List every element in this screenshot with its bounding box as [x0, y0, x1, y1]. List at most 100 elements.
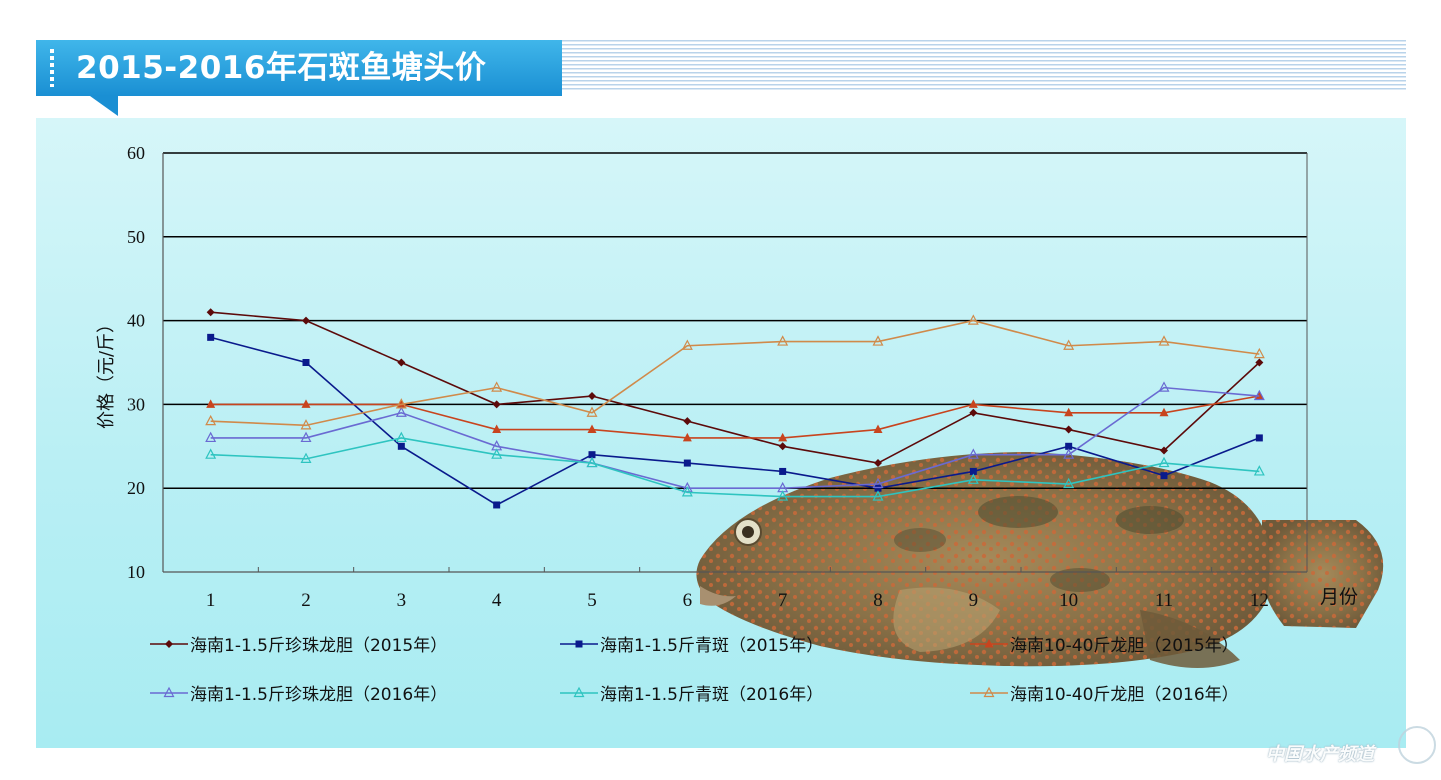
data-point [302, 316, 310, 325]
legend-item: 海南1-1.5斤珍珠龙胆（2015年） [150, 636, 447, 656]
data-point [968, 399, 978, 408]
data-point [873, 424, 883, 434]
data-point [983, 686, 995, 698]
grouper-fish-image [696, 452, 1384, 668]
data-point [587, 424, 597, 434]
data-point [681, 486, 693, 497]
data-point [165, 640, 173, 648]
legend-item: 海南10-40斤龙胆（2015年） [970, 636, 1239, 656]
data-point [874, 484, 882, 492]
series-6 [205, 314, 1265, 430]
data-point [491, 448, 503, 459]
x-tick-label: 7 [778, 590, 788, 611]
y-tick-label: 10 [127, 562, 145, 582]
title-stripes [560, 40, 1406, 92]
data-point [1159, 407, 1169, 417]
data-point [872, 335, 884, 346]
data-point [1064, 407, 1074, 417]
data-point [1158, 456, 1170, 468]
data-point [1253, 465, 1265, 476]
data-point [1253, 347, 1265, 359]
data-point [984, 639, 994, 648]
legend-label: 海南10-40斤龙胆（2015年） [1010, 636, 1239, 656]
x-tick-label: 12 [1250, 590, 1269, 611]
data-point [872, 477, 884, 489]
series-3 [206, 391, 1264, 442]
x-tick-label: 4 [492, 590, 502, 611]
data-point [205, 448, 217, 459]
data-point [586, 406, 598, 417]
data-point [1160, 472, 1168, 480]
data-point [300, 431, 312, 443]
data-point [967, 473, 979, 484]
data-point [778, 442, 787, 451]
data-point [967, 314, 979, 325]
data-point [493, 501, 501, 509]
data-point [967, 448, 979, 459]
legend-label: 海南10-40斤龙胆（2016年） [1010, 685, 1239, 705]
watermark-text: 中国水产频道 [1266, 744, 1374, 765]
data-point [492, 424, 502, 434]
x-tick-label: 6 [683, 590, 693, 611]
chart-title: 2015-2016年石斑鱼塘头价 [76, 50, 487, 86]
data-point [207, 333, 215, 341]
title-banner: 2015-2016年石斑鱼塘头价 [36, 40, 562, 96]
legend-label: 海南1-1.5斤青斑（2015年） [600, 636, 823, 656]
x-tick-label: 11 [1155, 590, 1173, 611]
legend: 海南1-1.5斤珍珠龙胆（2015年） 海南1-1.5斤青斑（2015年） 海南10… [150, 636, 1239, 705]
data-point [491, 381, 503, 392]
data-point [1158, 381, 1170, 392]
data-point [1158, 335, 1170, 346]
data-point [302, 359, 310, 366]
series-2 [207, 333, 1263, 509]
series-line [210, 395, 1260, 439]
data-point [573, 686, 585, 698]
y-tick-label: 60 [127, 143, 145, 163]
x-tick-label: 10 [1059, 590, 1078, 611]
data-point [1160, 446, 1168, 455]
data-point [872, 490, 884, 501]
x-tick-label: 1 [206, 590, 216, 611]
series-line [210, 336, 1260, 506]
data-point [395, 431, 407, 443]
data-point [778, 432, 788, 442]
y-tick-label: 50 [127, 227, 145, 247]
title-dots-decoration [50, 49, 54, 87]
data-point [588, 451, 596, 459]
data-point [1253, 389, 1265, 401]
legend-item: 海南1-1.5斤珍珠龙胆（2016年） [150, 685, 447, 705]
data-point [395, 398, 407, 409]
data-point [205, 414, 217, 426]
data-point [206, 399, 216, 408]
legend-item: 海南1-1.5斤青斑（2015年） [560, 636, 823, 656]
data-point [395, 406, 407, 417]
data-point [492, 400, 501, 409]
data-point [575, 640, 583, 648]
legend-item: 海南1-1.5斤青斑（2016年） [560, 685, 823, 705]
data-point [300, 419, 312, 430]
data-point [1255, 358, 1264, 367]
x-tick-label: 5 [587, 590, 597, 611]
data-point [397, 358, 406, 367]
data-point [682, 432, 692, 442]
data-point [777, 335, 789, 346]
y-axis-label: 价格（元/斤） [96, 315, 117, 429]
data-point [1255, 434, 1263, 442]
y-tick-label: 40 [127, 311, 145, 331]
data-point [1063, 339, 1075, 350]
data-point [681, 339, 693, 350]
data-point [397, 442, 405, 450]
x-axis-label: 月份 [1320, 586, 1358, 608]
series-line [210, 437, 1260, 498]
legend-label: 海南1-1.5斤珍珠龙胆（2015年） [190, 636, 447, 656]
data-point [1064, 425, 1073, 434]
data-point [300, 452, 312, 463]
legend-label: 海南1-1.5斤珍珠龙胆（2016年） [190, 685, 447, 705]
axis-labels: 价格（元/斤） 月份 [96, 315, 1358, 608]
data-series [205, 308, 1265, 509]
data-point [683, 417, 692, 426]
data-point [683, 459, 691, 467]
data-point [588, 392, 596, 401]
data-point [874, 459, 882, 468]
